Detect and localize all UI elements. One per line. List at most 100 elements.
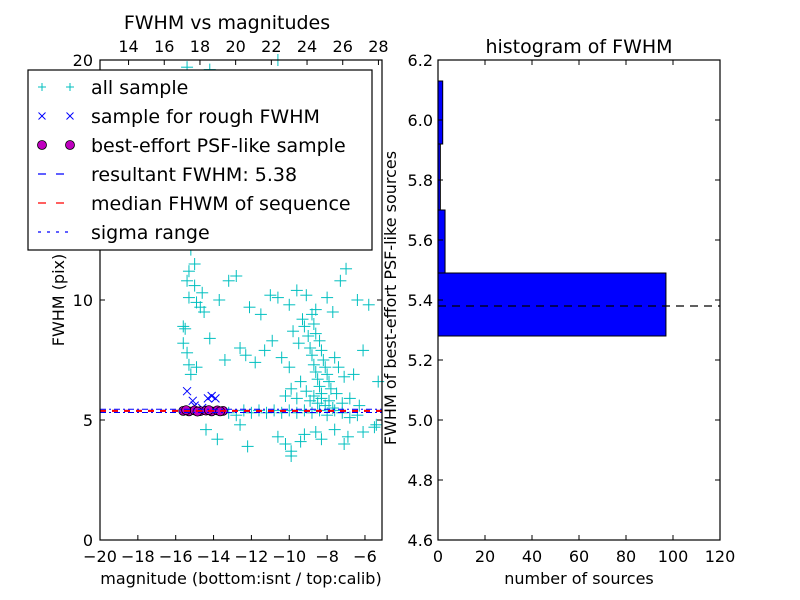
legend-label: median FHWM of sequence [91,193,351,215]
top-x-tick-label: 24 [297,37,317,56]
scatter-point-all-sample [230,270,243,282]
scatter-point-all-sample [190,361,203,374]
scatter-point-all-sample [300,289,313,302]
scatter-point-all-sample [311,373,324,386]
x-tick-label: −8 [315,547,339,566]
scatter-point-all-sample [184,368,197,381]
scatter-point-all-sample [315,344,328,357]
scatter-point-all-sample [275,351,288,364]
x-tick-label: −10 [272,547,306,566]
scatter-y-axis-title: FWHM (pix) [49,254,68,347]
scatter-point-all-sample [213,294,226,306]
y-tick-label: 0 [83,531,93,550]
scatter-point-all-sample [182,265,195,278]
scatter-legend: all sample sample for rough FWHM best-effo… [27,69,373,251]
legend-item: median FHWM of sequence [38,193,351,215]
scatter-point-all-sample [321,368,334,381]
scatter-top-ticks: 14 16 18 20 22 24 26 28 [118,37,389,65]
x-tick-label: 60 [569,547,589,566]
x-tick-label: −18 [121,547,155,566]
scatter-point-rough-sample [211,394,220,403]
scatter-point-all-sample [330,387,343,400]
scatter-point-all-sample [188,258,201,270]
scatter-point-all-sample [305,308,318,321]
scatter-bottom-ticks: −20 −18 −16 −14 −12 −10 −8 −6 [83,535,377,566]
x-tick-label: −14 [197,547,231,566]
scatter-point-all-sample [313,380,326,393]
scatter-y-ticks: 0 5 10 20 [73,51,382,550]
scatter-point-all-sample [182,291,195,304]
scatter-point-rough-sample [188,396,198,406]
scatter-point-all-sample [203,332,216,345]
scatter-point-all-sample [182,358,195,371]
scatter-point-all-sample [338,438,351,450]
scatter-point-all-sample [290,392,303,405]
scatter-point-all-sample [234,418,247,431]
histogram-x-ticks: 0 20 40 60 80 100 120 [433,60,735,566]
top-x-tick-label: 20 [225,37,245,56]
x-tick-label: −20 [83,547,117,566]
scatter-title: FWHM vs magnitudes [124,12,330,34]
scatter-point-all-sample [328,423,341,436]
scatter-chart: FWHM vs magnitudes −20 −18 −16 −14 −12 −10 −8−… [27,12,389,588]
scatter-point-all-sample [357,344,370,357]
scatter-point-all-sample [326,306,339,318]
legend-label: resultant FWHM: 5.38 [91,164,297,186]
scatter-point-all-sample [368,421,381,434]
y-tick-label: 10 [73,291,93,310]
scatter-point-all-sample [321,291,334,304]
scatter-point-all-sample [321,409,334,422]
y-tick-label: 6.0 [408,111,433,130]
y-tick-label: 5.4 [408,291,433,310]
scatter-point-all-sample [177,337,190,350]
scatter-point-all-sample [290,284,303,297]
legend-label: sample for rough FWHM [91,106,320,128]
scatter-point-all-sample [296,313,309,326]
scatter-point-all-sample [285,382,298,395]
legend-item: all sample [38,77,188,99]
legend-item: best-effort PSF-like sample [37,135,346,157]
scatter-point-all-sample [305,349,318,362]
histogram-chart: histogram of FWHM 0 20 40 60 80 100 120 4.6 4.8… [381,36,735,588]
scatter-point-all-sample [198,306,211,318]
scatter-point-rough-sample [203,394,213,403]
scatter-point-all-sample [188,279,201,292]
scatter-point-all-sample [304,342,317,354]
y-tick-label: 5 [83,411,93,430]
histogram-bar [437,80,444,145]
legend-label: sigma range [91,222,210,244]
y-tick-label: 4.8 [408,471,433,490]
scatter-point-all-sample [292,337,305,350]
x-tick-label: 0 [433,547,443,566]
scatter-point-all-sample [279,438,292,450]
scatter-point-all-sample [307,390,320,402]
x-tick-label: 20 [475,547,495,566]
legend-item: resultant FWHM: 5.38 [38,164,297,186]
y-tick-label: 5.8 [408,171,433,190]
scatter-point-all-sample [343,392,356,405]
scatter-point-all-sample [271,430,284,443]
scatter-point-all-sample [324,382,337,395]
scatter-point-all-sample [309,426,322,438]
scatter-point-all-sample [340,262,353,275]
scatter-point-all-sample [334,274,347,287]
top-x-tick-label: 16 [154,37,174,56]
scatter-point-all-sample [300,385,313,398]
histogram-y-ticks: 4.6 4.8 5.0 5.2 5.4 5.6 5.8 6.0 6.2 [408,51,720,550]
scatter-point-all-sample [362,298,375,311]
y-tick-label: 5.2 [408,351,433,370]
scatter-point-all-sample [196,286,209,299]
y-tick-label: 5.6 [408,231,433,250]
scatter-point-all-sample [338,370,351,383]
scatter-point-all-sample [264,289,277,302]
top-x-tick-label: 28 [368,37,388,56]
scatter-point-all-sample [285,450,298,462]
top-x-tick-label: 18 [190,37,210,56]
scatter-point-all-sample [283,361,296,374]
x-tick-label: 100 [658,547,689,566]
scatter-point-all-sample [319,361,332,374]
legend-box [27,69,373,251]
scatter-point-all-sample [326,402,339,414]
histogram-y-axis-title: FWHM of best-effort PSF-like sources [381,151,400,445]
y-tick-label: 6.2 [408,51,433,70]
